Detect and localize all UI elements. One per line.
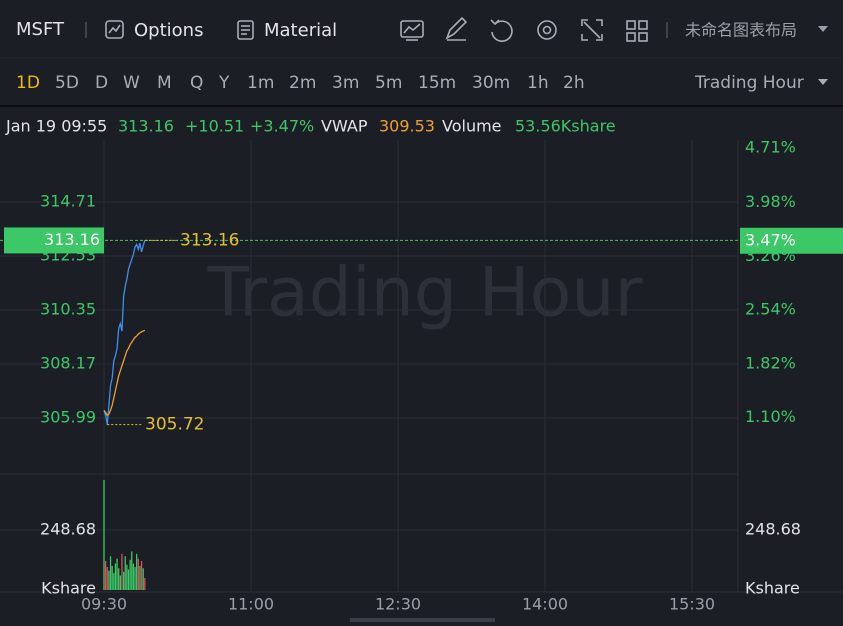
volume-bar	[111, 565, 113, 590]
volume-bar	[137, 558, 139, 590]
timeframe-button[interactable]: 1m	[247, 73, 274, 93]
volume-bar	[108, 570, 110, 590]
price-line	[103, 240, 146, 425]
volume-bar	[140, 561, 143, 590]
scrollbar[interactable]	[350, 618, 495, 622]
volume-bar	[134, 567, 136, 590]
material-button[interactable]: Material	[264, 20, 337, 41]
dropdown-arrow[interactable]	[818, 26, 828, 32]
y2-tick-label: 4.71%	[745, 138, 796, 157]
reset-icon[interactable]	[490, 19, 513, 42]
x-tick-label: 15:30	[669, 595, 715, 614]
volume-label: Volume	[442, 117, 502, 136]
y2-tick-label: 3.98%	[745, 192, 796, 211]
volume-bar	[109, 556, 112, 590]
volume-bar	[118, 568, 120, 590]
timeframe-button[interactable]: Q	[190, 73, 203, 93]
volume-bar	[104, 561, 107, 590]
volume-bar	[103, 479, 105, 590]
indicator-icon[interactable]	[400, 20, 424, 41]
x-tick-label: 14:00	[522, 595, 568, 614]
volume-bar	[127, 569, 130, 590]
settings-icon[interactable]	[537, 20, 557, 40]
volume-bar	[142, 568, 144, 590]
volume-bar	[136, 553, 138, 590]
volume-bar	[126, 564, 128, 590]
y2-tick-label: 1.82%	[745, 353, 796, 372]
timeframe-button[interactable]: 2h	[563, 73, 585, 93]
price-badge-label: 313.16	[44, 230, 100, 249]
symbol[interactable]: MSFT	[16, 19, 65, 40]
x-tick-label: 11:00	[228, 595, 274, 614]
volume-bar	[129, 559, 131, 590]
timeframe-button[interactable]: D	[95, 73, 108, 93]
timeframe-button[interactable]: 15m	[418, 73, 456, 93]
options-button[interactable]: Options	[134, 20, 203, 41]
volume-bar	[113, 573, 115, 590]
timeframe-row: 1D 5D D W M Q Y 1m 2m 3m 5m 15m 30m 1h 2h	[16, 73, 585, 93]
y-tick-label: 314.71	[40, 192, 96, 211]
timeframe-button[interactable]: 5m	[375, 73, 402, 93]
price-line	[103, 329, 146, 417]
volume-bar	[119, 575, 121, 590]
volume-bar	[139, 565, 141, 590]
timeframe-button[interactable]: 5D	[55, 73, 79, 93]
y-tick-label: 308.17	[40, 354, 96, 373]
timeframe-button[interactable]: 1h	[527, 73, 549, 93]
change: +10.51	[185, 117, 244, 136]
options-icon[interactable]	[105, 20, 124, 39]
vwap-value: 309.53	[379, 117, 435, 136]
volume-bar	[116, 558, 118, 590]
volume-bar	[144, 577, 146, 590]
volume-bar	[114, 563, 117, 590]
timeframe-button[interactable]: 3m	[332, 73, 359, 93]
volume-bar	[124, 556, 126, 590]
watermark: Trading Hour	[207, 254, 643, 333]
volume-bar	[122, 571, 125, 590]
pct-badge-label: 3.47%	[745, 230, 796, 249]
low-label: 305.72	[145, 415, 204, 435]
x-tick-label: 12:30	[375, 595, 421, 614]
price-badge	[4, 227, 104, 254]
y-tick-label: 305.99	[40, 407, 96, 426]
volume-bar	[106, 567, 108, 590]
timeframe-button[interactable]: 30m	[472, 73, 510, 93]
pct-badge	[740, 227, 843, 254]
y2-unit-label: Kshare	[745, 579, 800, 598]
volume-bar	[132, 563, 135, 590]
vwap-label: VWAP	[321, 117, 368, 136]
draw-icon[interactable]	[445, 16, 468, 41]
timeframe-button[interactable]: M	[157, 73, 172, 93]
timeframe-button[interactable]: 1D	[16, 73, 40, 93]
material-icon[interactable]	[237, 20, 254, 40]
dropdown-arrow[interactable]	[818, 79, 828, 85]
timeframe-button[interactable]: Y	[218, 73, 230, 93]
price: 313.16	[118, 117, 174, 136]
y-tick-label: 310.35	[40, 300, 96, 319]
fullscreen-icon[interactable]	[581, 19, 603, 41]
timeframe-button[interactable]: 2m	[289, 73, 316, 93]
layout-icon[interactable]	[626, 20, 648, 42]
y2-tick-label: 1.10%	[745, 407, 796, 426]
volume-bar	[131, 551, 133, 590]
volume-value: 53.56Kshare	[515, 117, 616, 136]
high-label: 313.16	[180, 230, 239, 250]
x-tick-label: 09:30	[81, 595, 127, 614]
datetime: Jan 19 09:55	[5, 117, 107, 136]
timeframe-button[interactable]: W	[123, 73, 140, 93]
y2-tick-label: 2.54%	[745, 300, 796, 319]
y-unit-label: Kshare	[41, 579, 96, 598]
y2-tick-label: 248.68	[745, 519, 801, 538]
session-selector[interactable]: Trading Hour	[694, 73, 804, 93]
y-tick-label: 248.68	[40, 519, 96, 538]
layout-name[interactable]: 未命名图表布局	[685, 21, 797, 40]
change-pct: +3.47%	[250, 117, 314, 136]
volume-bar	[121, 553, 123, 590]
